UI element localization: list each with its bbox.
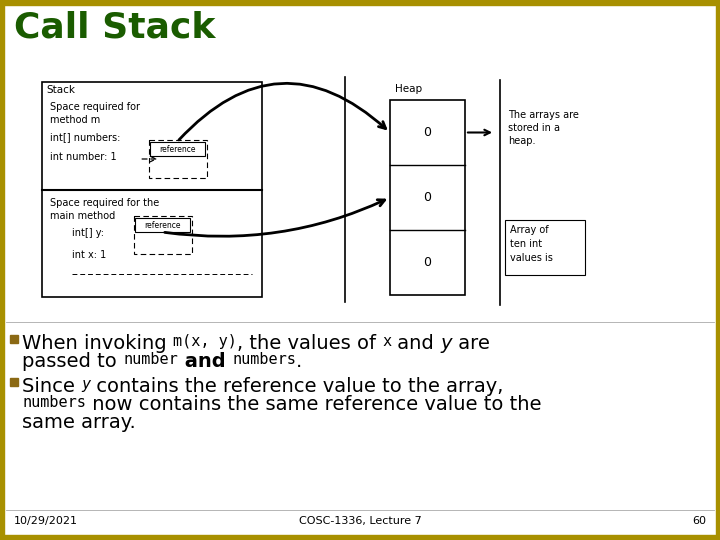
Bar [0,0,4,540]
Text: 0: 0 [423,256,431,269]
Text: 0: 0 [423,126,431,139]
Text: Call Stack: Call Stack [14,10,215,44]
Text: .: . [296,352,302,371]
Bar [135,218,190,232]
Text: main method: main method [50,211,115,221]
Text: 0: 0 [423,191,431,204]
Text: method m: method m [50,115,100,125]
Text: passed to: passed to [22,352,123,371]
Text: When invoking: When invoking [22,334,173,353]
Bar [149,140,207,178]
Text: same array.: same array. [22,413,136,432]
Text: now contains the same reference value to the: now contains the same reference value to… [86,395,541,414]
Text: numbers: numbers [22,395,86,410]
Text: and: and [391,334,440,353]
Bar [0,535,720,540]
Text: COSC-1336, Lecture 7: COSC-1336, Lecture 7 [299,516,421,526]
Bar [716,0,720,540]
Text: y: y [440,334,451,353]
Text: int x: 1: int x: 1 [72,250,107,260]
Text: Space required for the: Space required for the [50,198,159,208]
Bar [505,220,585,275]
Text: numbers: numbers [232,352,296,367]
Text: x: x [382,334,391,349]
Text: y: y [81,377,90,392]
Text: Stack: Stack [46,85,75,95]
Bar [390,100,465,295]
Text: int[] numbers:: int[] numbers: [50,132,120,142]
Text: reference: reference [144,220,181,230]
Text: and: and [178,352,232,371]
Bar [134,216,192,254]
Text: , the values of: , the values of [237,334,382,353]
Text: Since: Since [22,377,81,396]
Text: int[] y:: int[] y: [72,228,104,238]
Bar [10,335,18,343]
Text: 10/29/2021: 10/29/2021 [14,516,78,526]
Text: Array of: Array of [510,225,549,235]
Text: m(x, y): m(x, y) [173,334,237,349]
Bar [10,378,18,386]
Text: The arrays are: The arrays are [508,110,579,120]
Text: Space required for: Space required for [50,102,140,112]
Text: are: are [451,334,490,353]
Text: stored in a: stored in a [508,123,560,133]
Text: heap.: heap. [508,136,536,146]
Bar [0,0,720,5]
Bar [150,142,205,156]
Text: Heap: Heap [395,84,422,94]
Bar [42,82,262,297]
Text: values is: values is [510,253,553,263]
Text: reference: reference [159,145,196,153]
Text: ten int: ten int [510,239,542,249]
Text: number: number [123,352,178,367]
Text: contains the reference value to the array,: contains the reference value to the arra… [90,377,503,396]
Text: 60: 60 [692,516,706,526]
Text: int number: 1: int number: 1 [50,152,117,162]
